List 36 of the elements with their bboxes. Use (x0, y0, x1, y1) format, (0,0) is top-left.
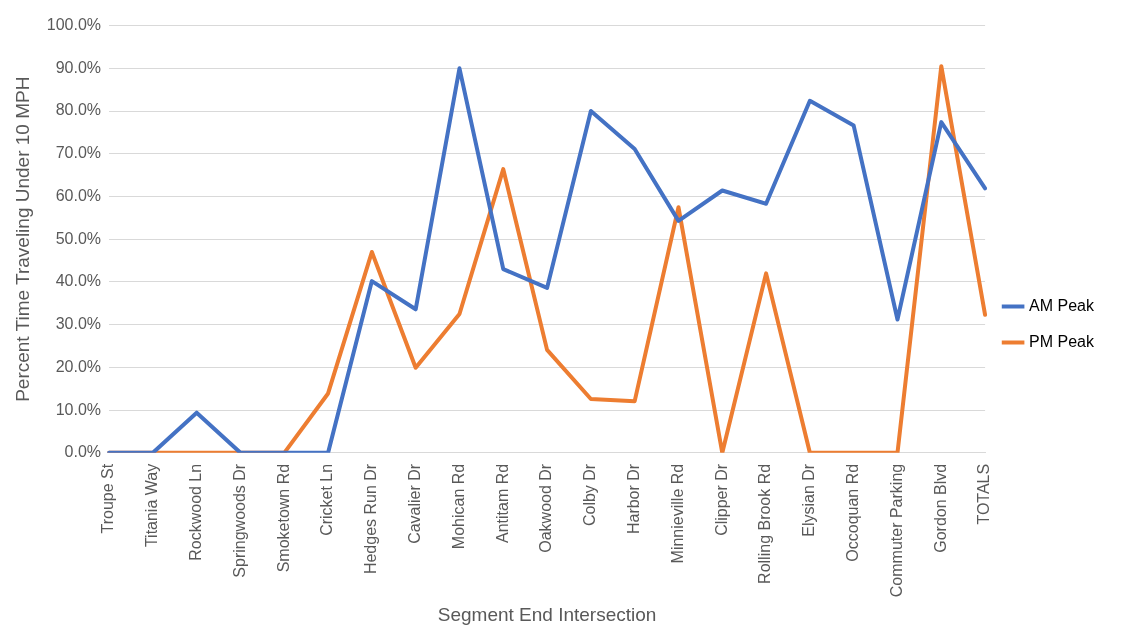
x-tick-label: Rockwood Ln (187, 463, 205, 561)
y-tick-label: 10.0% (55, 400, 102, 418)
x-tick-label: Titania Way (143, 463, 161, 548)
x-tick-label: Smoketown Rd (274, 463, 292, 573)
legend-label: PM Peak (1029, 332, 1095, 350)
x-tick-label: Cavalier Dr (406, 463, 424, 544)
y-tick-label: 80.0% (55, 101, 102, 119)
legend-label: AM Peak (1029, 296, 1095, 314)
y-tick-label: 0.0% (64, 443, 102, 461)
y-tick-label: 100.0% (46, 16, 102, 34)
x-tick-label: Springwoods Dr (230, 463, 248, 578)
x-tick-label: Mohican Rd (449, 463, 467, 550)
x-tick-label: Colby Dr (581, 463, 599, 527)
y-tick-label: 60.0% (55, 186, 102, 204)
x-tick-label: Harbor Dr (625, 463, 643, 535)
x-tick-label: Clipper Dr (712, 463, 730, 536)
x-tick-label: Commuter Parking (887, 463, 905, 598)
x-tick-label: TOTALS (975, 463, 993, 525)
x-tick-label: Oakwood Dr (537, 463, 555, 553)
x-tick-label: Occoquan Rd (844, 463, 862, 562)
y-tick-label: 70.0% (55, 144, 102, 162)
x-tick-label: Minnieville Rd (668, 463, 686, 564)
x-tick-label: Rolling Brook Rd (756, 463, 774, 584)
x-axis-title: Segment End Intersection (437, 603, 657, 625)
x-tick-label: Hedges Run Dr (362, 463, 380, 575)
x-tick-label: Gordon Blvd (931, 463, 949, 553)
y-tick-label: 50.0% (55, 229, 102, 247)
x-tick-label: Antitam Rd (493, 463, 511, 543)
y-tick-label: 20.0% (55, 357, 102, 375)
x-tick-label: Cricket Ln (318, 463, 336, 536)
y-tick-label: 30.0% (55, 315, 102, 333)
y-axis-title: Percent Time Traveling Under 10 MPH (11, 76, 33, 402)
x-tick-label: Elysian Dr (800, 463, 818, 537)
x-tick-label: Troupe St (99, 463, 117, 534)
y-tick-label: 90.0% (55, 58, 102, 76)
y-tick-label: 40.0% (55, 272, 102, 290)
